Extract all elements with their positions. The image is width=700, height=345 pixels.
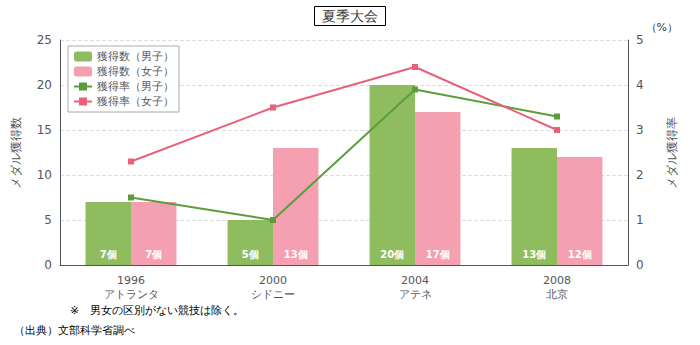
svg-text:15: 15: [37, 123, 52, 137]
svg-text:2004: 2004: [401, 274, 429, 287]
svg-text:5: 5: [44, 213, 52, 227]
svg-text:20: 20: [37, 78, 52, 92]
svg-text:7個: 7個: [100, 249, 117, 260]
svg-text:1996: 1996: [117, 274, 145, 287]
svg-text:10: 10: [37, 168, 52, 182]
svg-text:13個: 13個: [522, 249, 546, 260]
svg-text:アテネ: アテネ: [399, 288, 432, 301]
svg-text:13個: 13個: [284, 249, 308, 260]
svg-text:4: 4: [636, 78, 644, 92]
svg-text:1: 1: [636, 213, 644, 227]
svg-text:（%）: （%）: [646, 21, 678, 34]
svg-text:7個: 7個: [145, 249, 162, 260]
svg-text:（出典）文部科学省調べ: （出典）文部科学省調べ: [14, 324, 135, 337]
svg-text:※ 男女の区別がない競技は除く。: ※ 男女の区別がない競技は除く。: [70, 304, 244, 317]
svg-text:メダル獲得数: メダル獲得数: [9, 117, 23, 189]
svg-text:20個: 20個: [380, 249, 404, 260]
svg-text:メダル獲得率: メダル獲得率: [665, 117, 679, 189]
svg-text:0: 0: [636, 258, 644, 272]
svg-text:3: 3: [636, 123, 644, 137]
svg-text:25: 25: [37, 33, 52, 47]
svg-text:シドニー: シドニー: [251, 288, 295, 301]
svg-text:獲得数（男子）: 獲得数（男子）: [97, 50, 174, 63]
svg-text:17個: 17個: [426, 249, 450, 260]
svg-text:5個: 5個: [242, 249, 259, 260]
svg-text:夏季大会: 夏季大会: [322, 8, 378, 24]
svg-text:北京: 北京: [546, 288, 568, 301]
svg-text:獲得数（女子）: 獲得数（女子）: [97, 65, 174, 78]
svg-text:2: 2: [636, 168, 644, 182]
svg-text:12個: 12個: [568, 249, 592, 260]
svg-text:2000: 2000: [259, 274, 287, 287]
svg-text:0: 0: [44, 258, 52, 272]
svg-text:獲得率（女子）: 獲得率（女子）: [97, 95, 174, 108]
svg-text:5: 5: [636, 33, 644, 47]
svg-text:アトランタ: アトランタ: [104, 288, 159, 301]
svg-text:2008: 2008: [543, 274, 571, 287]
svg-text:獲得率（男子）: 獲得率（男子）: [97, 80, 174, 93]
